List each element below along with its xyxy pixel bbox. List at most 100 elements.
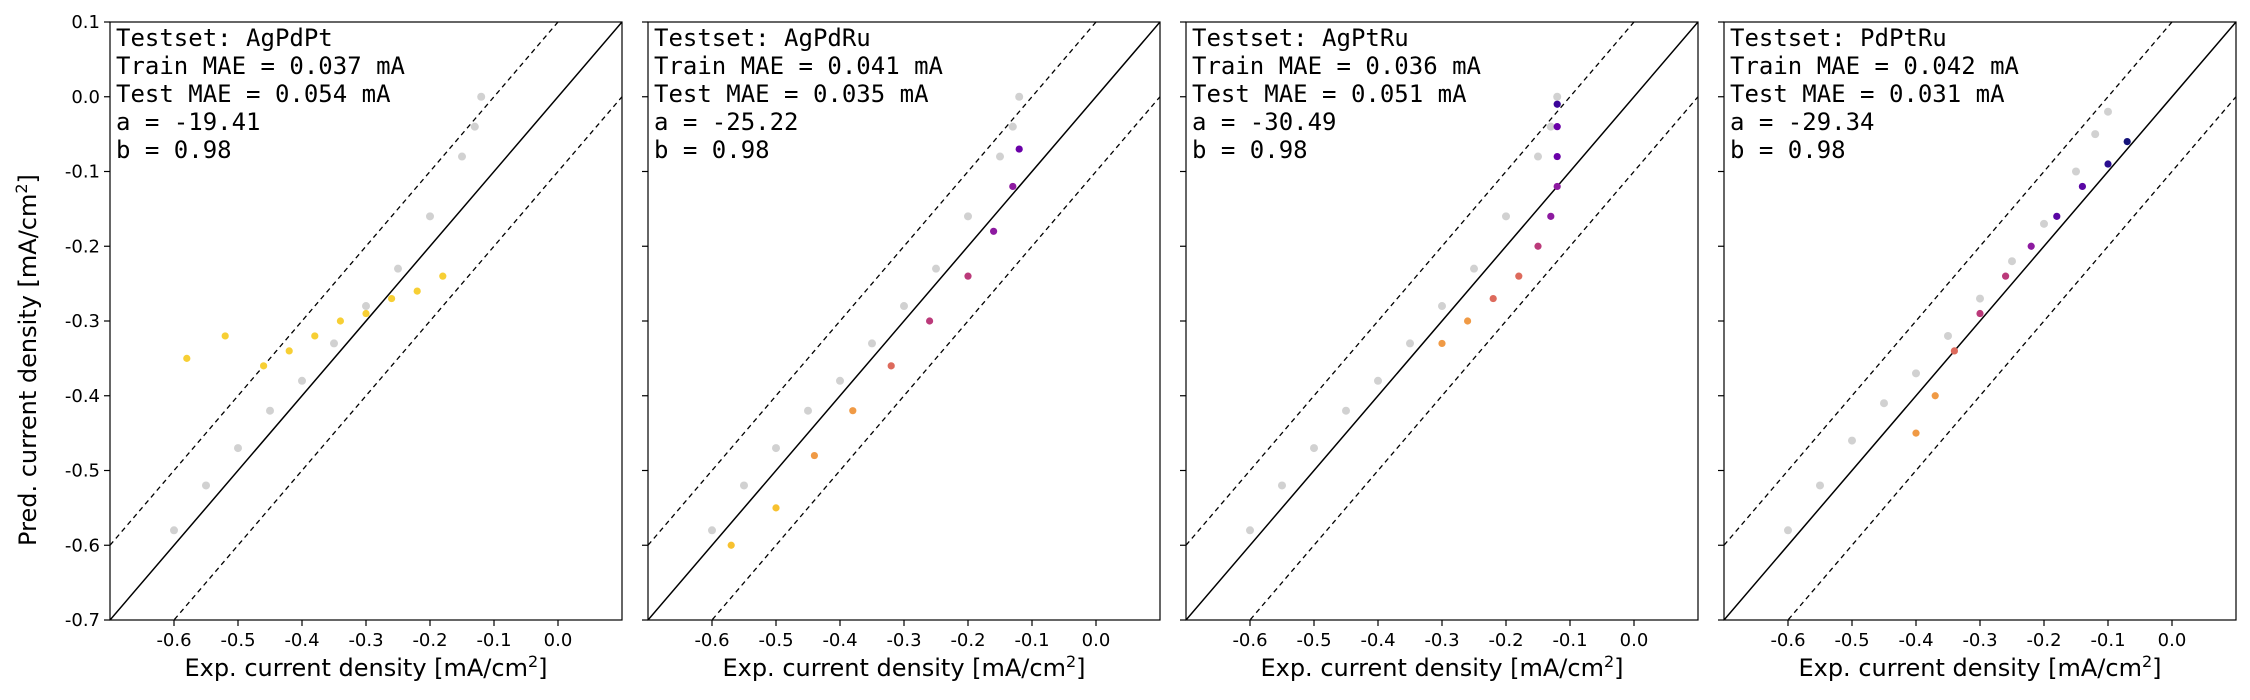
- train-point: [1406, 339, 1414, 348]
- plot-area: [1186, 22, 1698, 620]
- annotation-line: Testset: AgPtRu: [1192, 24, 1409, 52]
- x-axis-label-main: Exp. current density [mA/cm: [1260, 654, 1604, 682]
- test-point: [1534, 242, 1542, 250]
- x-tick-label: -0.6: [694, 630, 729, 651]
- train-point: [1310, 444, 1318, 453]
- x-tick-label: -0.2: [412, 630, 447, 651]
- train-point: [708, 526, 716, 535]
- x-axis-label-main: Exp. current density [mA/cm: [722, 654, 1066, 682]
- test-point: [1015, 145, 1023, 153]
- annotation-line: Train MAE = 0.037 mA: [116, 52, 406, 80]
- lower-band-line: [1249, 96, 1698, 620]
- panels: -0.6 -0.5 -0.4 -0.3 -0.2 -0.1 0.0 -0.7 -0.6 -0.5 -…: [65, 12, 2237, 682]
- test-point: [1515, 272, 1523, 280]
- x-axis-label-close: ]: [1076, 654, 1085, 682]
- x-axis-label: Exp. current density [mA/cm2]: [1798, 652, 2161, 682]
- train-point: [458, 152, 466, 161]
- train-point: [1374, 376, 1382, 385]
- y-tick-label: -0.3: [65, 311, 100, 332]
- x-tick-label: -0.1: [2090, 630, 2125, 651]
- x-axis-label-exp: 2: [1066, 652, 1076, 671]
- annotation-line: b = 0.98: [116, 136, 232, 164]
- annotation-line: Train MAE = 0.042 mA: [1730, 52, 2020, 80]
- test-point: [772, 504, 780, 512]
- train-point: [362, 302, 370, 311]
- train-point: [2008, 257, 2016, 266]
- test-point: [2104, 160, 2112, 168]
- test-point: [1553, 123, 1561, 131]
- test-point: [887, 362, 895, 370]
- x-tick-label: -0.4: [284, 630, 319, 651]
- train-point: [426, 212, 434, 221]
- train-point: [1848, 436, 1856, 445]
- x-axis-label: Exp. current density [mA/cm2]: [722, 652, 1085, 682]
- train-point: [170, 526, 178, 535]
- x-tick-label: -0.4: [1360, 630, 1395, 651]
- test-point: [1553, 100, 1561, 108]
- annotation-line: a = -30.49: [1192, 108, 1337, 136]
- x-tick-label: -0.6: [1770, 630, 1805, 651]
- x-tick-label: -0.4: [1898, 630, 1933, 651]
- test-point: [2027, 242, 2035, 250]
- annotation-line: Train MAE = 0.041 mA: [654, 52, 944, 80]
- plot-area: [1724, 22, 2236, 620]
- lower-band-line: [173, 96, 622, 620]
- y-tick-label: -0.6: [65, 535, 100, 556]
- lower-band-line: [711, 96, 1160, 620]
- annotation-line: Test MAE = 0.035 mA: [654, 80, 929, 108]
- x-tick-label: -0.3: [1962, 630, 1997, 651]
- test-point: [221, 332, 229, 340]
- test-point: [2078, 182, 2086, 191]
- annotation-line: Testset: PdPtRu: [1730, 24, 1947, 52]
- train-point: [1912, 369, 1920, 378]
- x-tick-label: 0.0: [1082, 630, 1111, 651]
- test-point: [1547, 212, 1555, 220]
- train-point: [996, 152, 1004, 161]
- panel-1: -0.6 -0.5 -0.4 -0.3 -0.2 -0.1 0.0 -0.7 -0.6 -0.5 -…: [65, 12, 623, 682]
- train-point: [1880, 399, 1888, 408]
- lower-band-line: [1787, 96, 2236, 620]
- train-point: [932, 264, 940, 273]
- identity-line: [1186, 22, 1698, 620]
- x-tick-label: -0.4: [822, 630, 857, 651]
- x-axis-label-exp: 2: [2142, 652, 2152, 671]
- test-point: [1464, 317, 1472, 325]
- x-tick-label: -0.5: [758, 630, 793, 651]
- identity-line: [648, 22, 1160, 620]
- y-tick-label: -0.2: [65, 236, 100, 257]
- annotation-line: Testset: AgPdRu: [654, 24, 871, 52]
- annotation-line: b = 0.98: [1730, 136, 1846, 164]
- test-point: [1553, 182, 1561, 191]
- train-point: [1015, 92, 1024, 101]
- y-tick-label: -0.4: [65, 386, 100, 407]
- x-tick-label: 0.0: [1620, 630, 1649, 651]
- x-tick-label: -0.2: [2026, 630, 2061, 651]
- x-tick-label: -0.5: [220, 630, 255, 651]
- test-point: [1950, 347, 1958, 355]
- test-point: [311, 332, 319, 340]
- x-tick-label: -0.5: [1834, 630, 1869, 651]
- test-point: [990, 227, 998, 235]
- train-point: [470, 122, 479, 131]
- x-tick-label: -0.5: [1296, 630, 1331, 651]
- train-point: [772, 444, 780, 453]
- x-axis-label-close: ]: [538, 654, 547, 682]
- train-point: [202, 481, 210, 490]
- train-point: [477, 92, 486, 101]
- train-point: [2072, 167, 2080, 176]
- test-point: [260, 362, 268, 370]
- test-point: [1553, 152, 1561, 161]
- train-point: [836, 376, 844, 385]
- train-point: [1246, 526, 1254, 535]
- train-point: [1553, 92, 1562, 101]
- train-point: [298, 376, 306, 385]
- annotation-line: a = -19.41: [116, 108, 261, 136]
- train-point: [1278, 481, 1286, 490]
- plot-area: [110, 22, 622, 620]
- y-tick-label: 0.1: [71, 12, 100, 33]
- x-axis-label-exp: 2: [528, 652, 538, 671]
- x-tick-label: -0.1: [476, 630, 511, 651]
- x-axis-label-exp: 2: [1604, 652, 1614, 671]
- train-point: [1470, 264, 1478, 273]
